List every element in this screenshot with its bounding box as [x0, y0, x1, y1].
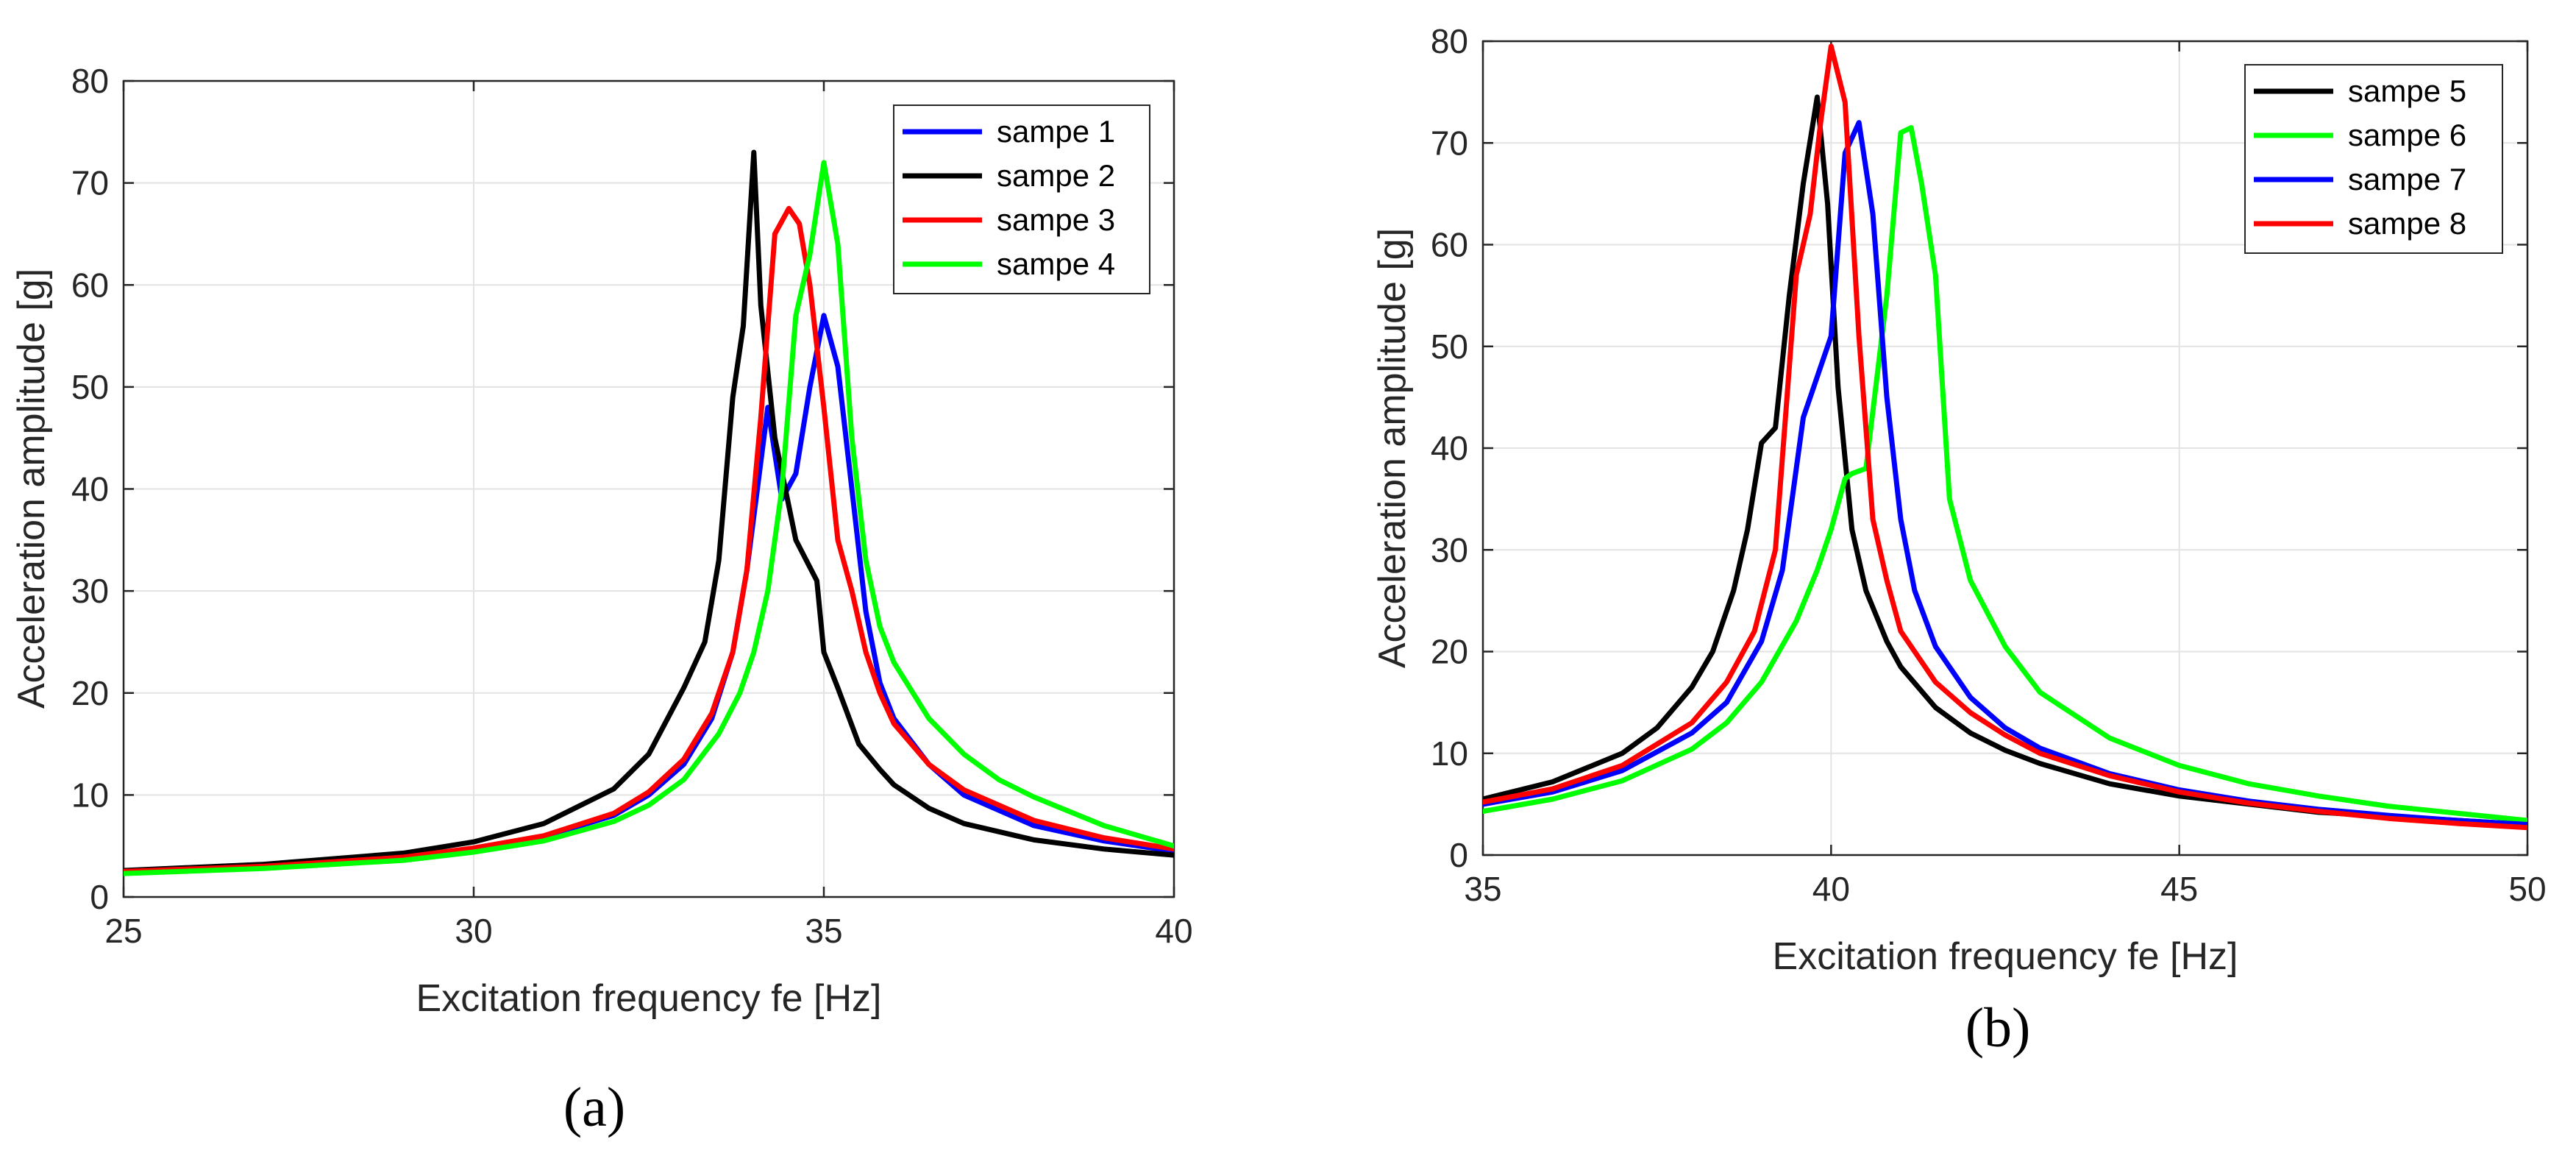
y-tick-label: 70	[1431, 124, 1468, 162]
y-tick-label: 80	[71, 62, 109, 100]
y-axis-label: Acceleration amplitude [g]	[10, 269, 53, 709]
y-tick-label: 10	[71, 776, 109, 814]
series-line-sampe-3	[124, 205, 1174, 874]
y-tick-label: 60	[1431, 226, 1468, 264]
y-tick-label: 40	[1431, 429, 1468, 467]
y-tick-label: 30	[71, 572, 109, 610]
panel-label: (b)	[1965, 997, 2031, 1059]
legend-entry: sampe 1	[997, 114, 1115, 149]
x-axis-label: Excitation frequency fe [Hz]	[416, 977, 882, 1020]
x-tick-label: 35	[1464, 870, 1501, 908]
y-tick-label: 0	[90, 878, 109, 916]
x-tick-label: 35	[805, 912, 842, 950]
y-tick-label: 50	[71, 368, 109, 406]
legend: sampe 5 sampe 6 sampe 7 sampe 8	[2244, 64, 2503, 254]
x-tick-label: 30	[455, 912, 492, 950]
legend-entry: sampe 8	[2348, 206, 2466, 241]
legend: sampe 1 sampe 2 sampe 3 sampe 4	[893, 104, 1150, 294]
legend-entry: sampe 3	[997, 202, 1115, 237]
y-tick-label: 20	[1431, 633, 1468, 671]
chart-panel-1: 25 30 35 40 0 10 20 30 40 50 60 70 80 Excitation freq…	[10, 62, 1193, 1138]
legend-entry: sampe 7	[2348, 162, 2466, 196]
x-tick-label: 50	[2508, 870, 2546, 908]
y-tick-label: 60	[71, 266, 109, 304]
y-tick-label: 40	[71, 470, 109, 508]
x-axis-label: Excitation frequency fe [Hz]	[1773, 935, 2238, 978]
legend-entry: sampe 4	[997, 247, 1115, 281]
series-line-sampe-8	[1483, 43, 2527, 831]
x-tick-label: 45	[2160, 870, 2198, 908]
series-line-sampe-2	[124, 149, 1174, 873]
legend-entry: sampe 2	[997, 158, 1115, 193]
chart-panel-2: 35 40 45 50 0 10 20 30 40 50 60 70 80 Excitation freq…	[1371, 22, 2547, 1059]
y-tick-label: 80	[1431, 22, 1468, 60]
y-tick-label: 0	[1449, 836, 1468, 874]
y-tick-label: 70	[71, 164, 109, 202]
y-tick-label: 10	[1431, 734, 1468, 773]
series-line-sampe-6	[1483, 125, 2527, 823]
x-tick-label: 25	[104, 912, 142, 950]
legend-entry: sampe 6	[2348, 118, 2466, 152]
panel-label: (a)	[563, 1077, 625, 1138]
y-tick-label: 50	[1431, 327, 1468, 366]
legend-entry: sampe 5	[2348, 74, 2466, 108]
x-tick-label: 40	[1812, 870, 1850, 908]
y-tick-label: 20	[71, 674, 109, 712]
y-axis-label: Acceleration amplitude [g]	[1371, 228, 1414, 668]
x-tick-label: 40	[1155, 912, 1192, 950]
series-line-sampe-5	[1483, 94, 2527, 827]
series-line-sampe-4	[124, 160, 1174, 876]
y-tick-label: 30	[1431, 531, 1468, 569]
